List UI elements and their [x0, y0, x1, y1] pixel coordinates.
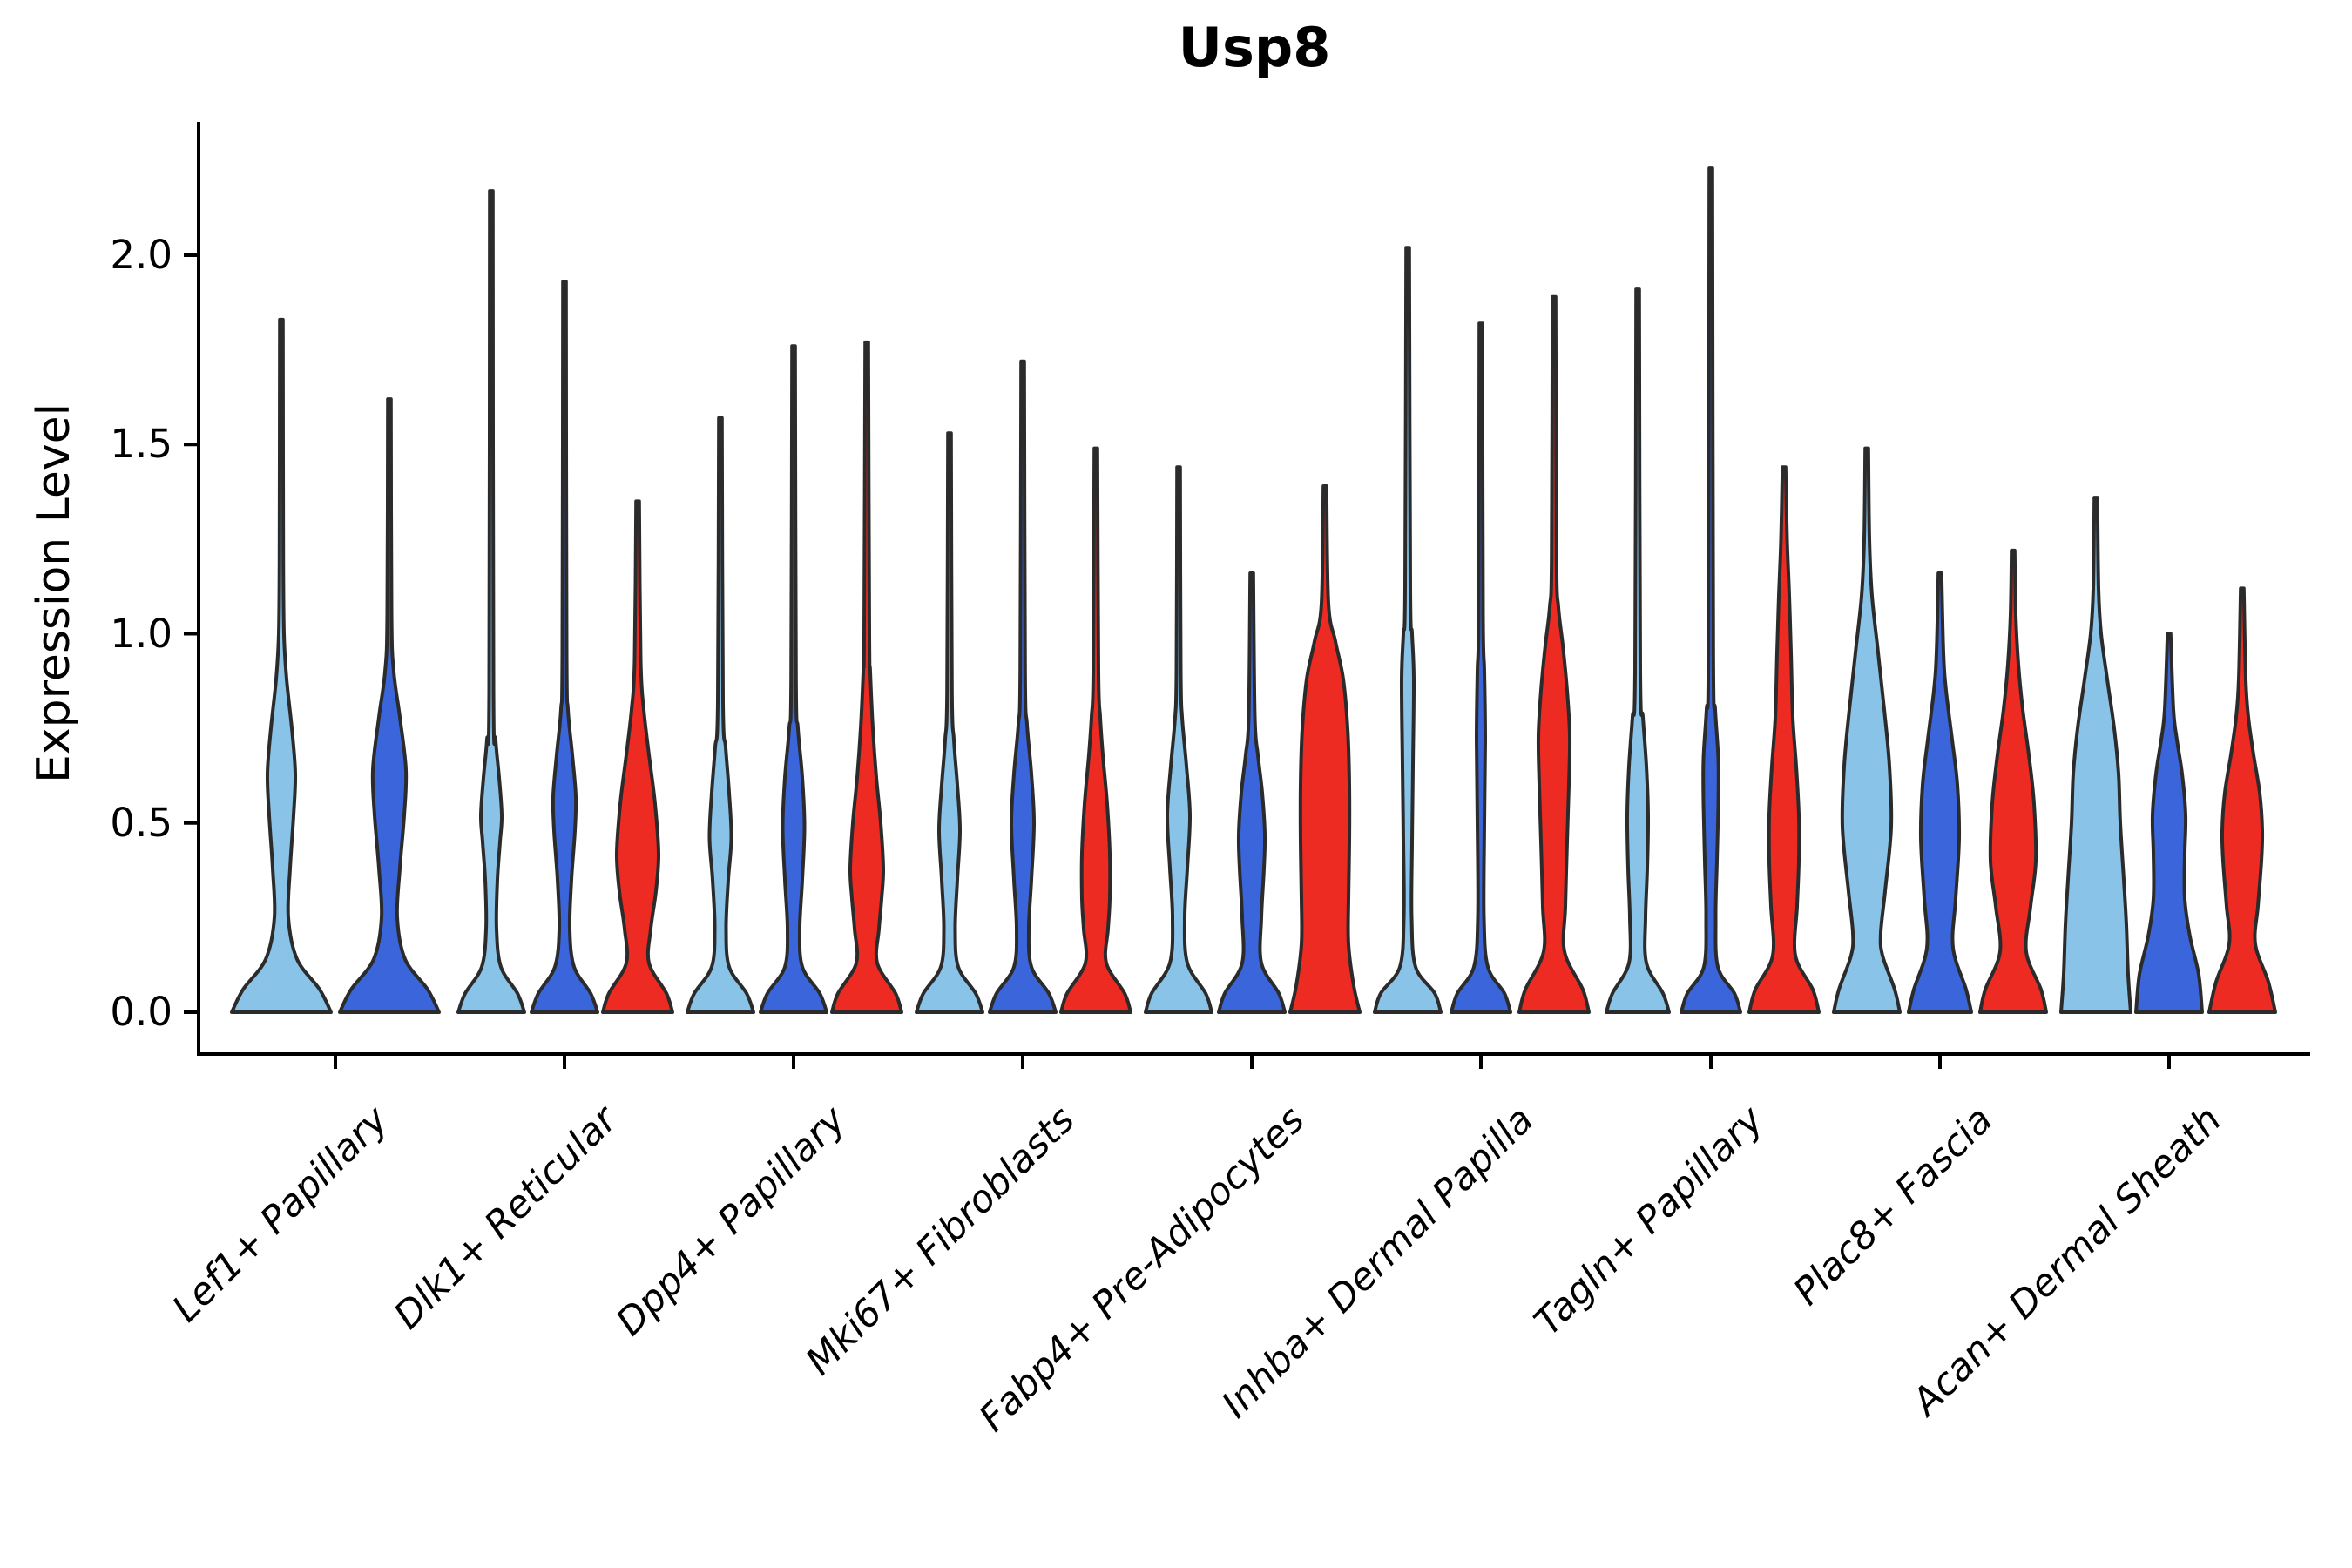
y-axis-label: Expression Level	[28, 402, 80, 784]
violin-acan-dermal-sheath-dark-blue	[2134, 632, 2204, 1014]
violin-dpp4-papillary-light-blue	[686, 416, 755, 1014]
violin-dlk1-reticular-dark-blue	[530, 280, 599, 1014]
violin-lef1-papillary-dark-blue	[338, 397, 441, 1014]
violin-dpp4-papillary-red	[830, 340, 903, 1014]
violin-inhba-dermal-papilla-dark-blue	[1450, 321, 1512, 1014]
y-tick-label-0.0: 0.0	[110, 989, 172, 1035]
violin-plac8-fascia-dark-blue	[1907, 571, 1973, 1014]
violin-mki67-fibroblasts-light-blue	[915, 431, 984, 1014]
violin-fabp4-pre-adipocytes-dark-blue	[1217, 571, 1287, 1014]
violin-tagln-papillary-dark-blue	[1680, 166, 1742, 1014]
violin-acan-dermal-sheath-light-blue	[2059, 496, 2132, 1014]
violin-acan-dermal-sheath-red	[2207, 586, 2277, 1014]
violin-plac8-fascia-red	[1978, 548, 2048, 1014]
violin-mki67-fibroblasts-red	[1059, 446, 1132, 1014]
y-tick-label-1.5: 1.5	[110, 421, 172, 468]
violin-dlk1-reticular-light-blue	[456, 189, 526, 1014]
violin-tagln-papillary-red	[1747, 465, 1821, 1014]
violin-fabp4-pre-adipocytes-light-blue	[1144, 465, 1213, 1014]
violin-plac8-fascia-light-blue	[1832, 446, 1902, 1014]
violin-inhba-dermal-papilla-light-blue	[1373, 246, 1443, 1014]
y-tick-label-2.0: 2.0	[110, 232, 172, 278]
violin-mki67-fibroblasts-dark-blue	[988, 359, 1058, 1014]
violin-tagln-papillary-light-blue	[1605, 287, 1671, 1014]
violin-inhba-dermal-papilla-red	[1517, 294, 1591, 1014]
violin-dpp4-papillary-dark-blue	[759, 344, 828, 1014]
y-tick-label-1.0: 1.0	[110, 610, 172, 657]
violin-dlk1-reticular-red	[601, 499, 674, 1014]
chart-title: Usp8	[1178, 16, 1331, 79]
y-tick-label-0.5: 0.5	[110, 799, 172, 846]
violin-fabp4-pre-adipocytes-red	[1288, 484, 1362, 1014]
violin-lef1-papillary-light-blue	[230, 317, 333, 1014]
